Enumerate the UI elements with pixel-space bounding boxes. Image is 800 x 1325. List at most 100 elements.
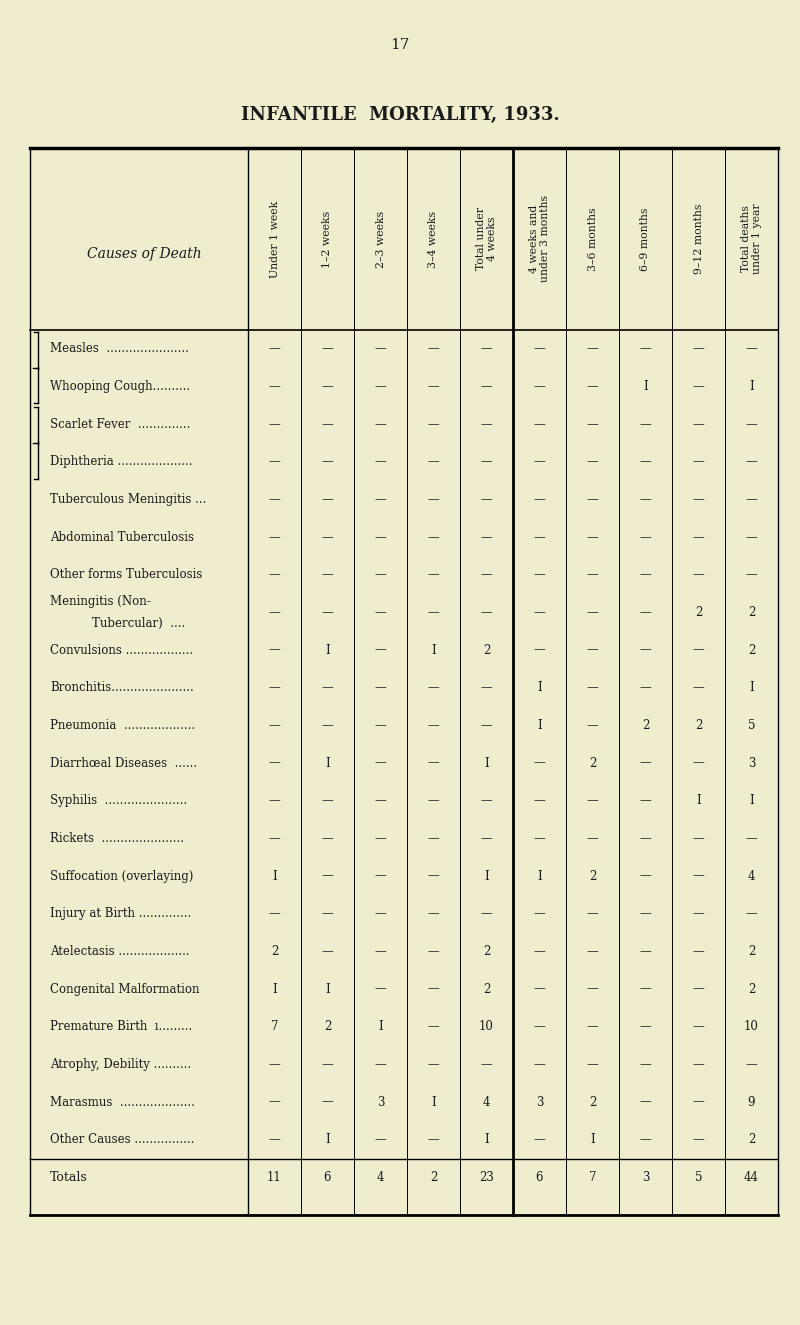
Text: —: — bbox=[693, 380, 704, 394]
Text: I: I bbox=[749, 794, 754, 807]
Text: —: — bbox=[481, 417, 492, 431]
Text: —: — bbox=[640, 908, 651, 921]
Text: Bronchitis......................: Bronchitis...................... bbox=[50, 681, 194, 694]
Text: —: — bbox=[640, 530, 651, 543]
Text: —: — bbox=[640, 794, 651, 807]
Text: —: — bbox=[640, 983, 651, 995]
Text: —: — bbox=[586, 983, 598, 995]
Text: 2: 2 bbox=[324, 1020, 331, 1034]
Text: 3: 3 bbox=[748, 757, 755, 770]
Text: I: I bbox=[325, 757, 330, 770]
Text: —: — bbox=[374, 380, 386, 394]
Text: I: I bbox=[325, 1133, 330, 1146]
Text: —: — bbox=[269, 380, 280, 394]
Text: —: — bbox=[534, 568, 546, 582]
Text: I: I bbox=[537, 681, 542, 694]
Text: —: — bbox=[322, 945, 334, 958]
Text: 2: 2 bbox=[748, 945, 755, 958]
Text: Under 1 week: Under 1 week bbox=[270, 200, 279, 278]
Text: Causes of Death: Causes of Death bbox=[86, 246, 202, 261]
Text: 3–6 months: 3–6 months bbox=[587, 207, 598, 270]
Text: —: — bbox=[693, 530, 704, 543]
Text: —: — bbox=[374, 908, 386, 921]
Text: —: — bbox=[269, 342, 280, 355]
Text: —: — bbox=[481, 681, 492, 694]
Text: —: — bbox=[269, 1096, 280, 1109]
Text: —: — bbox=[374, 945, 386, 958]
Text: —: — bbox=[534, 794, 546, 807]
Text: —: — bbox=[534, 493, 546, 506]
Text: 2: 2 bbox=[748, 983, 755, 995]
Text: 2: 2 bbox=[589, 1096, 596, 1109]
Text: 7: 7 bbox=[589, 1171, 596, 1183]
Text: —: — bbox=[374, 983, 386, 995]
Text: —: — bbox=[322, 568, 334, 582]
Text: —: — bbox=[269, 456, 280, 468]
Text: —: — bbox=[428, 757, 439, 770]
Text: I: I bbox=[272, 983, 277, 995]
Text: —: — bbox=[322, 832, 334, 845]
Text: —: — bbox=[693, 983, 704, 995]
Text: —: — bbox=[640, 417, 651, 431]
Text: 1–2 weeks: 1–2 weeks bbox=[322, 211, 333, 268]
Text: —: — bbox=[322, 380, 334, 394]
Text: —: — bbox=[746, 1057, 758, 1071]
Text: Scarlet Fever  ..............: Scarlet Fever .............. bbox=[50, 417, 190, 431]
Text: Rickets  ......................: Rickets ...................... bbox=[50, 832, 184, 845]
Text: —: — bbox=[322, 869, 334, 882]
Text: 2: 2 bbox=[748, 1133, 755, 1146]
Text: —: — bbox=[640, 606, 651, 619]
Text: —: — bbox=[586, 417, 598, 431]
Text: Pneumonia  ...................: Pneumonia ................... bbox=[50, 719, 195, 731]
Text: —: — bbox=[322, 681, 334, 694]
Text: —: — bbox=[374, 869, 386, 882]
Text: —: — bbox=[428, 456, 439, 468]
Text: —: — bbox=[428, 380, 439, 394]
Text: —: — bbox=[534, 530, 546, 543]
Text: —: — bbox=[586, 493, 598, 506]
Text: —: — bbox=[428, 417, 439, 431]
Text: 5: 5 bbox=[748, 719, 755, 731]
Text: —: — bbox=[428, 832, 439, 845]
Text: —: — bbox=[481, 493, 492, 506]
Text: —: — bbox=[269, 606, 280, 619]
Text: 2: 2 bbox=[483, 945, 490, 958]
Text: —: — bbox=[534, 757, 546, 770]
Text: —: — bbox=[428, 869, 439, 882]
Text: I: I bbox=[484, 1133, 489, 1146]
Text: —: — bbox=[534, 606, 546, 619]
Text: —: — bbox=[693, 493, 704, 506]
Text: 11: 11 bbox=[267, 1171, 282, 1183]
Text: —: — bbox=[640, 1020, 651, 1034]
Text: 6: 6 bbox=[536, 1171, 543, 1183]
Text: —: — bbox=[428, 908, 439, 921]
Text: —: — bbox=[322, 456, 334, 468]
Text: —: — bbox=[586, 568, 598, 582]
Text: —: — bbox=[428, 945, 439, 958]
Text: 6–9 months: 6–9 months bbox=[641, 207, 650, 270]
Text: —: — bbox=[374, 568, 386, 582]
Text: —: — bbox=[640, 757, 651, 770]
Text: —: — bbox=[428, 983, 439, 995]
Text: —: — bbox=[374, 681, 386, 694]
Text: —: — bbox=[374, 456, 386, 468]
Text: —: — bbox=[322, 719, 334, 731]
Text: Other forms Tuberculosis: Other forms Tuberculosis bbox=[50, 568, 202, 582]
Text: 3: 3 bbox=[377, 1096, 384, 1109]
Text: I: I bbox=[696, 794, 701, 807]
Text: Total deaths
under 1 year: Total deaths under 1 year bbox=[741, 204, 762, 274]
Text: —: — bbox=[586, 456, 598, 468]
Text: —: — bbox=[640, 832, 651, 845]
Text: —: — bbox=[693, 681, 704, 694]
Text: I: I bbox=[537, 869, 542, 882]
Text: —: — bbox=[374, 644, 386, 657]
Text: 2: 2 bbox=[430, 1171, 437, 1183]
Text: —: — bbox=[586, 644, 598, 657]
Text: —: — bbox=[640, 869, 651, 882]
Text: —: — bbox=[269, 1057, 280, 1071]
Text: —: — bbox=[481, 342, 492, 355]
Text: —: — bbox=[481, 908, 492, 921]
Text: —: — bbox=[693, 1133, 704, 1146]
Text: 2: 2 bbox=[695, 719, 702, 731]
Text: —: — bbox=[374, 606, 386, 619]
